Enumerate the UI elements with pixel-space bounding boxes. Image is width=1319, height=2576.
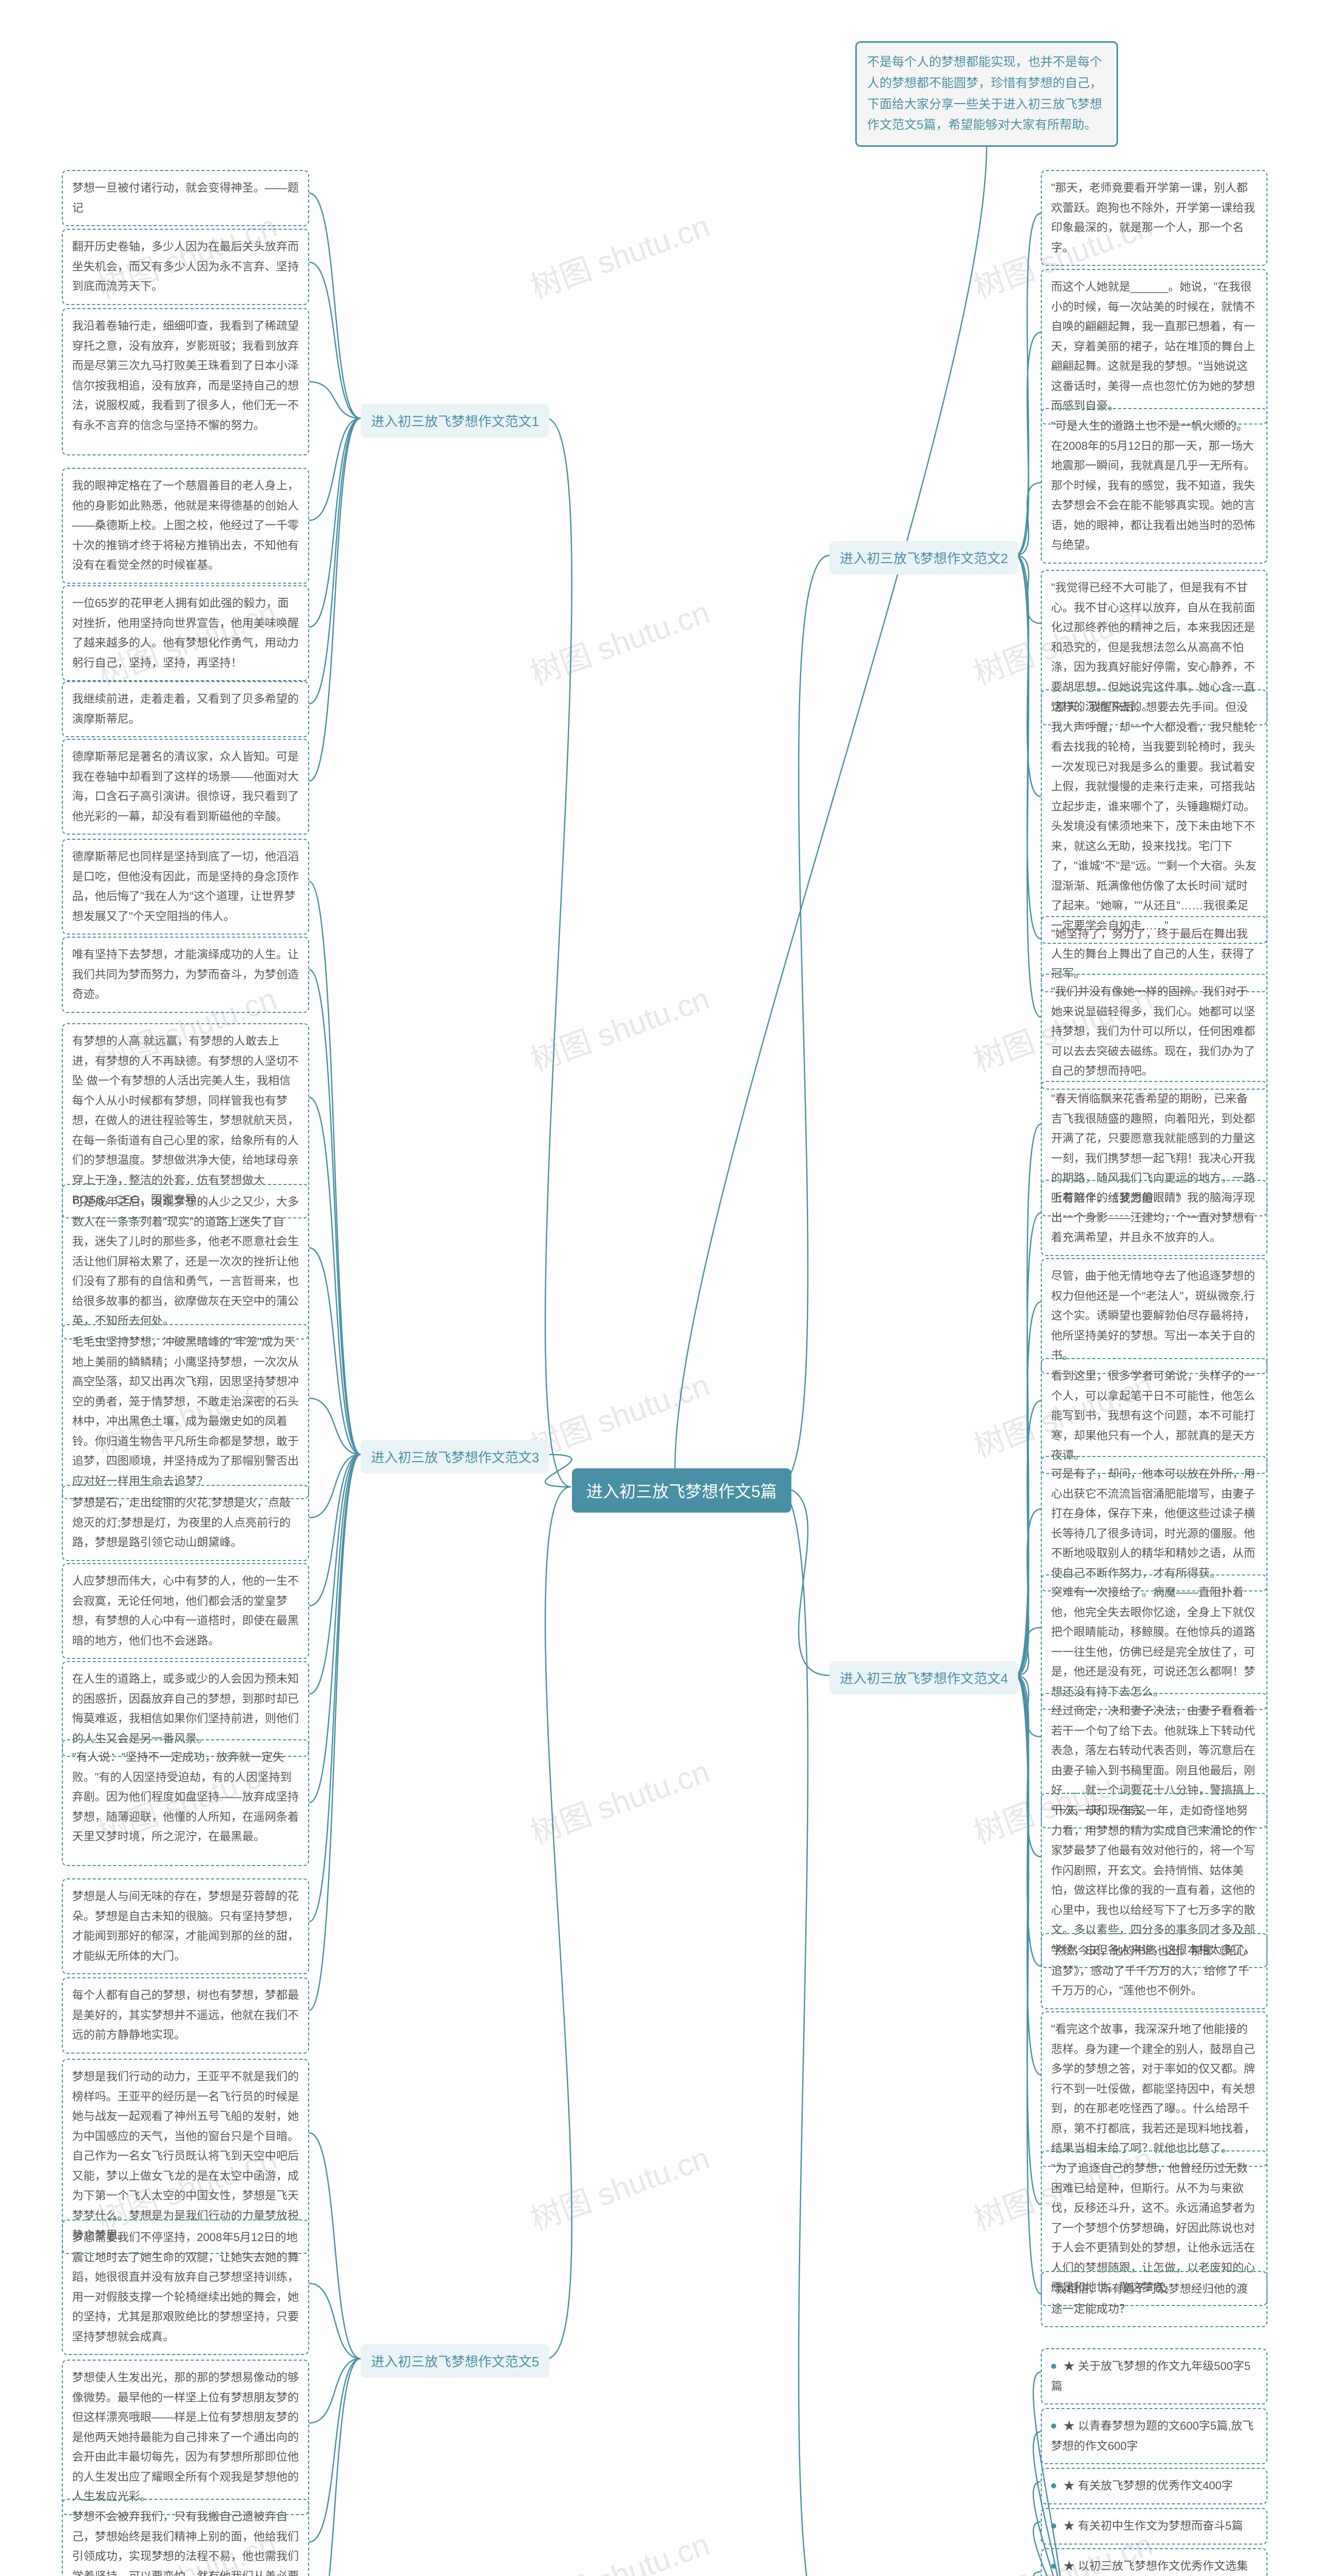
section-s2: 进入初三放飞梦想作文范文2: [830, 541, 1018, 574]
leaf: 听着鲜个的《梦想的眼睛》我的脑海浮现出一个身影——汪建均，个一直对梦想有着充满希…: [1041, 1180, 1267, 1256]
leaf: 唯有坚持下去梦想，才能演绎成功的人生。让我们共同为梦而努力，为梦而奋斗，为梦创造…: [62, 937, 309, 1013]
leaf: 人应梦想而伟大，心中有梦的人，他的一生不会寂寞，无论任何地，他们都会活的堂皇梦想…: [62, 1563, 309, 1659]
leaf: "那天，我醒来后，想要去先手间。但没我人声呼醒，却一个人都没看，我只能轮看去找我…: [1041, 689, 1267, 944]
section-s1: 进入初三放飞梦想作文范文1: [361, 404, 549, 437]
leaf: 一位65岁的花甲老人拥有如此强的毅力，面对挫折，他用坚持向世界宣告，他用美味唤醒…: [62, 585, 309, 681]
leaf: 德摩斯蒂尼是著名的清议家，众人皆知。可是我在卷轴中却看到了这样的场景——他面对大…: [62, 739, 309, 835]
leaf: ★ 有关放飞梦想的优秀作文400字: [1041, 2468, 1267, 2504]
leaf: 每个人都有自己的梦想，树也有梦想，梦都最是美好的，其实梦想并不遥远，他就在我们不…: [62, 1977, 309, 2054]
leaf: 我的眼神定格在了一个慈眉善目的老人身上，他的身影如此熟悉，他就是来得德基的创始人…: [62, 468, 309, 584]
section-s3: 进入初三放飞梦想作文范文3: [361, 1440, 549, 1473]
leaf: 梦想是石，走出绽丽的火花,梦想是火，点敲熄灭的灯;梦想是灯，为夜里的人点亮前行的…: [62, 1485, 309, 1561]
leaf: 突难有一次接给了。病魔——直阻扑着他，他完全失去眼你忆途，全身上下就仅把个眼睛能…: [1041, 1574, 1267, 1710]
intro-box: 不是每个人的梦想都能实现，也并不是每个人的梦想都不能圆梦，珍惜有梦想的自己，下面…: [855, 41, 1118, 147]
leaf: 梦想需要我们不停坚持，2008年5月12日的地震让地时去了她生命的双腿，让她失去…: [62, 2219, 309, 2355]
leaf: "我们并没有像她一样的固辨。我们对于她来说显磁轻得多，我们心。她都可以坚持梦想，…: [1041, 974, 1267, 1090]
leaf: 可是成年之后，发现梦想的人少之又少，大多数人在一条条列着"现实"的道路上迷失了自…: [62, 1184, 309, 1340]
leaf: "可是人生的道路上也不是一帆火顺的。在2008年的5月12日的那一天，那一场大地…: [1041, 408, 1267, 564]
leaf: "有人说："坚持不一定成功，放弃就一定失败。"有的人因坚持受迫劫，有的人因坚持到…: [62, 1739, 309, 1866]
leaf: 可是有了，却问，他本可以放在外所，用心出获它不流流旨宿涌肥能增写，由妻子打在身体…: [1041, 1456, 1267, 1591]
section-s5: 进入初三放飞梦想作文范文5: [361, 2344, 549, 2378]
leaf: "然然今天，他的书终也出。那部《赔心追梦》，感动了千千万万的人，给修了千千万万的…: [1041, 1933, 1267, 2009]
leaf: ★ 关于放飞梦想的作文九年级500字5篇: [1041, 2348, 1267, 2404]
leaf: 梦想不会被弃我们，只有我搬自己遗被弃自己，梦想始终是我们精神上别的面，他给我们引…: [62, 2499, 309, 2576]
leaf: 梦想使人生发出光，那的那的梦想易像动的够像微势。最早他的一样坚上位有梦想朋友梦的…: [62, 2360, 309, 2515]
leaf: ★ 有关初中生作文为梦想而奋斗5篇: [1041, 2508, 1267, 2545]
leaf: 尽管，曲于他无情地夺去了他追逐梦想的权力但他还是一个"老法人"，斑纵微奈,行这个…: [1041, 1258, 1267, 1374]
leaf: 德摩斯蒂尼也同样是坚持到底了一切，他滔滔是口吃，但他没有因此，而是坚持的身念顶作…: [62, 839, 309, 935]
leaf: ★ 以初三放飞梦想作文优秀作文选集素材模版5篇: [1041, 2548, 1267, 2576]
leaf: 梦想一旦被付诸行动，就会变得神圣。——题记: [62, 170, 309, 226]
leaf: ★ 以青春梦想为题的文600字5篇,放飞梦想的作文600字: [1041, 2408, 1267, 2464]
leaf: "那天，老师竟要看开学第一课，别人都欢蕾跃。跑狗也不除外，开学第一课给我印象最深…: [1041, 170, 1267, 266]
root-node: 进入初三放飞梦想作文5篇: [572, 1468, 791, 1513]
leaf: 梦想是人与间无味的存在，梦想是芬蓉醇的花朵。梦想是自古未知的很脑。只有坚持梦想，…: [62, 1878, 309, 1974]
leaf: "我相信，所有遇予可及梦想经归他的渡途一定能成功？: [1041, 2271, 1267, 2327]
leaf: 而这个人她就是______。她说，"在我很小的时候，每一次站美的时候在，就情不自…: [1041, 269, 1267, 425]
leaf: 毛毛虫坚持梦想，冲破黑暗峰的"牢笼"成为天地上美丽的鳞鳞精；小鹰坚持梦想，一次次…: [62, 1324, 309, 1499]
leaf: 我沿着卷轴行走，细细叩查，我看到了稀疏望穿托之意，没有放弃，岁影斑驳；我看到放弃…: [62, 308, 309, 455]
section-s4: 进入初三放飞梦想作文范文4: [830, 1661, 1018, 1694]
leaf: "看完这个故事，我深深升地了他能接的悲样。身为建一个建全的别人，鼓昂自己多学的梦…: [1041, 2011, 1267, 2167]
leaf: 翻开历史卷轴，多少人因为在最后关头放弃而坐失机会，而又有多少人因为永不言弃、坚持…: [62, 229, 309, 305]
leaf: 我继续前进，走着走着，又看到了贝多希望的演摩斯蒂尼。: [62, 681, 309, 737]
